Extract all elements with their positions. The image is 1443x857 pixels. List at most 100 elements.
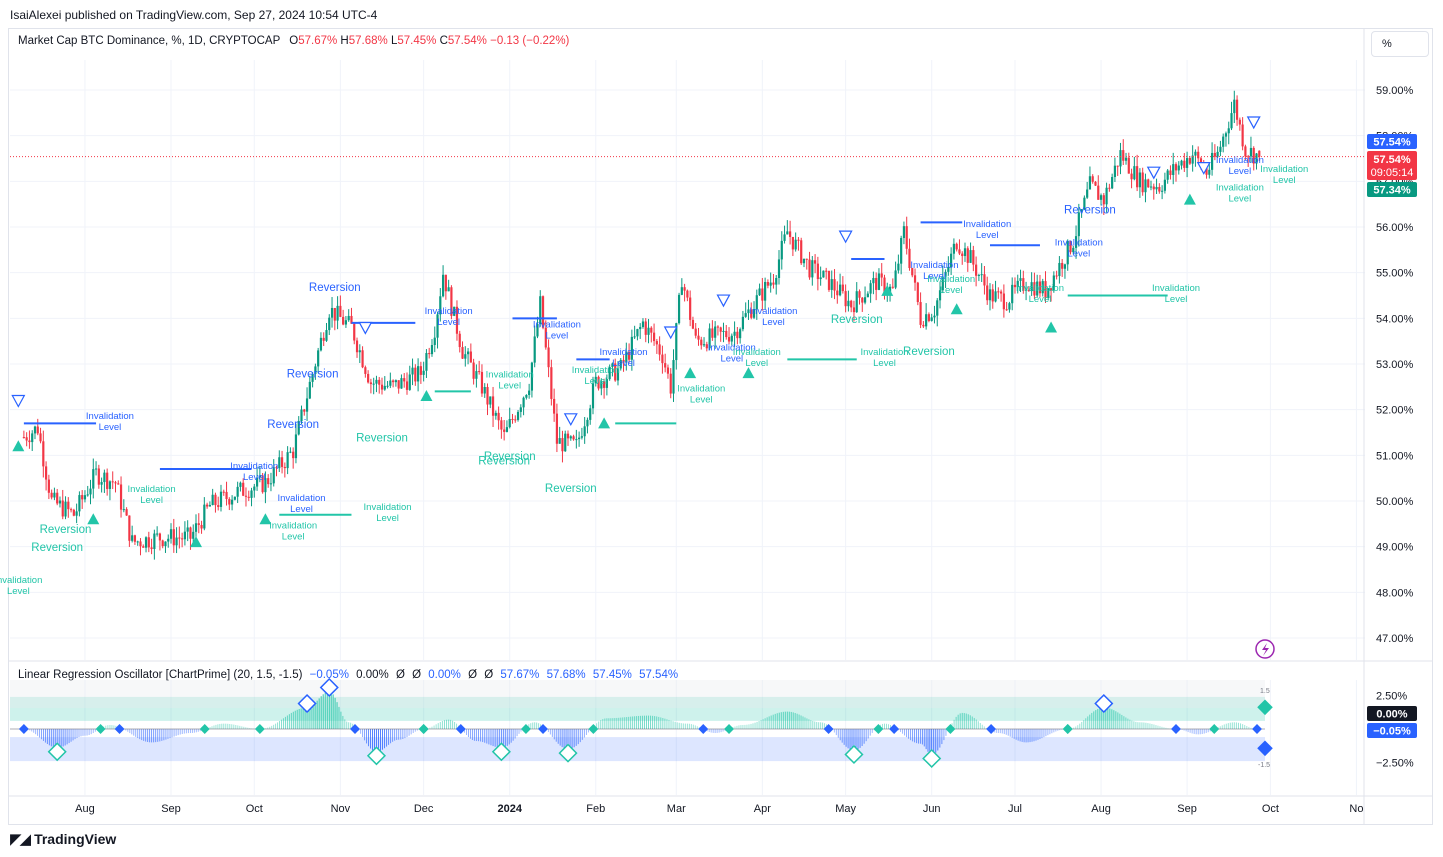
candle-body [669,373,672,394]
candle-body [286,452,289,469]
price-axis-tick: 56.00% [1376,222,1414,234]
tradingview-brand[interactable]: ◤◢ TradingView [10,830,116,848]
extreme-diamond-marker [558,743,578,763]
zero-cross-marker [873,724,884,734]
candle-body [1227,128,1230,134]
invalidation-label: Level [498,381,521,392]
candle-body [1158,186,1161,192]
price-axis-tick: 52.00% [1376,405,1414,417]
zero-cross-marker [698,724,709,734]
candle-body [367,373,370,383]
candle-body [1016,280,1019,288]
invalidation-label: Invalidation [86,411,134,422]
time-axis-tick: Mar [667,803,686,815]
candle-body [680,287,683,295]
candle-body [819,277,822,280]
time-axis-tick: Feb [586,803,605,815]
zero-cross-marker [520,724,531,734]
symbol-title[interactable]: Market Cap BTC Dominance, %, 1D, CRYPTOC… [18,35,281,47]
candle-body [1238,119,1241,125]
candle-body [880,273,883,278]
candle-body [36,426,39,434]
candle-body [147,537,150,548]
candle-body [739,329,742,339]
candle-body [591,383,595,409]
candle-body [675,323,678,361]
candle-body [986,285,989,301]
candle-body [267,478,270,485]
candle-body [308,381,311,399]
candle-body [250,490,253,498]
candle-body [1105,187,1108,205]
candle-body [614,363,617,381]
invalidation-label: Level [1029,294,1052,305]
osc-value-3: Ø [395,669,405,681]
candle-body [544,327,547,348]
candle-body [1255,153,1258,164]
candle-body [64,501,67,517]
candle-body [952,243,956,254]
reversion-label: Reversion [309,282,361,294]
price-badge-last: 57.54% [1373,154,1411,166]
candle-body [314,366,317,374]
candle-body [533,336,536,363]
osc-badge-value-bg [1367,723,1417,738]
invalidation-label: Invalidation [708,342,756,353]
invalidation-label: Level [1067,248,1090,259]
candle-body [1013,284,1017,288]
zero-cross-marker [114,724,125,734]
zero-cross-marker [199,724,210,734]
candle-body [1194,151,1197,156]
candle-body [142,546,145,548]
candle-body [514,419,517,421]
osc-value-4: Ø [412,669,422,681]
oscillator-title[interactable]: Linear Regression Oscillator [ChartPrime… [18,669,303,681]
candle-body [1136,166,1139,188]
osc-value-6: Ø [468,669,478,681]
open-value: 57.67% [298,35,338,47]
percent-scale-button[interactable]: % [1371,31,1429,57]
osc-value-7: Ø [484,669,494,681]
candle-body [458,333,461,348]
candle-body [336,305,339,321]
price-axis-tick: 54.00% [1376,313,1414,325]
candle-body [47,479,50,493]
candle-body [278,457,281,469]
candle-body [1036,281,1039,296]
candle-body [453,306,456,316]
candle-body [472,362,475,379]
candle-body [1141,172,1144,193]
candle-body [1247,156,1250,158]
candle-body [622,359,625,363]
candle-body [1219,146,1222,152]
candle-body [511,418,514,420]
candle-body [1077,212,1080,237]
candle-body [963,248,967,257]
price-axis-tick: 51.00% [1376,450,1414,462]
candle-body [150,547,153,550]
invalidation-label: Invalidation [927,274,975,285]
candle-body [933,315,936,318]
price-axis-tick: 50.00% [1376,496,1414,508]
candle-body [505,427,509,432]
time-axis-tick: Oct [1262,803,1279,815]
candle-body [181,538,184,540]
candle-body [72,509,75,516]
candle-body [863,297,867,303]
candle-body [664,363,667,368]
candle-body [1180,160,1183,166]
candle-body [658,344,661,355]
candle-body [541,296,545,328]
candle-body [1119,150,1122,167]
candle-body [67,501,70,510]
candle-body [255,477,259,487]
candle-body [894,270,897,288]
candle-body [1166,170,1169,180]
candle-body [1038,281,1042,294]
candle-body [186,527,189,532]
candle-body [861,297,864,303]
candle-body [827,270,831,290]
candle-body [386,385,389,387]
time-axis-tick: Oct [246,803,263,815]
